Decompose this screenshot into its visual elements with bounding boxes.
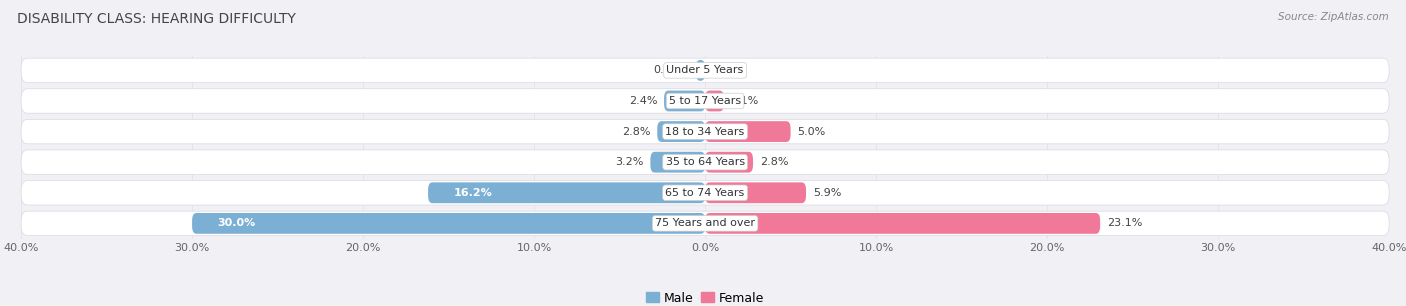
Text: 1.1%: 1.1% [731,96,759,106]
FancyBboxPatch shape [706,152,754,173]
Text: 5.9%: 5.9% [813,188,841,198]
FancyBboxPatch shape [696,60,706,81]
FancyBboxPatch shape [664,91,706,111]
Text: 16.2%: 16.2% [454,188,492,198]
FancyBboxPatch shape [706,91,724,111]
Text: 2.4%: 2.4% [628,96,657,106]
FancyBboxPatch shape [21,181,1389,205]
FancyBboxPatch shape [21,58,1389,83]
FancyBboxPatch shape [427,182,706,203]
Text: 2.8%: 2.8% [621,127,651,136]
Text: Under 5 Years: Under 5 Years [666,65,744,75]
Text: 5.0%: 5.0% [797,127,825,136]
Text: 30.0%: 30.0% [218,218,256,228]
Text: 2.8%: 2.8% [759,157,789,167]
FancyBboxPatch shape [706,213,1099,234]
Text: 5 to 17 Years: 5 to 17 Years [669,96,741,106]
Text: 75 Years and over: 75 Years and over [655,218,755,228]
Text: Source: ZipAtlas.com: Source: ZipAtlas.com [1278,12,1389,22]
Text: 23.1%: 23.1% [1107,218,1142,228]
FancyBboxPatch shape [706,121,790,142]
Text: 0.54%: 0.54% [654,65,689,75]
Text: 3.2%: 3.2% [616,157,644,167]
FancyBboxPatch shape [21,150,1389,174]
FancyBboxPatch shape [21,211,1389,236]
Text: 18 to 34 Years: 18 to 34 Years [665,127,745,136]
FancyBboxPatch shape [21,119,1389,144]
FancyBboxPatch shape [651,152,706,173]
FancyBboxPatch shape [193,213,706,234]
FancyBboxPatch shape [706,182,806,203]
FancyBboxPatch shape [657,121,706,142]
FancyBboxPatch shape [21,89,1389,113]
Text: DISABILITY CLASS: HEARING DIFFICULTY: DISABILITY CLASS: HEARING DIFFICULTY [17,12,295,26]
Text: 0.0%: 0.0% [711,65,740,75]
Text: 65 to 74 Years: 65 to 74 Years [665,188,745,198]
Legend: Male, Female: Male, Female [641,286,769,306]
Text: 35 to 64 Years: 35 to 64 Years [665,157,745,167]
